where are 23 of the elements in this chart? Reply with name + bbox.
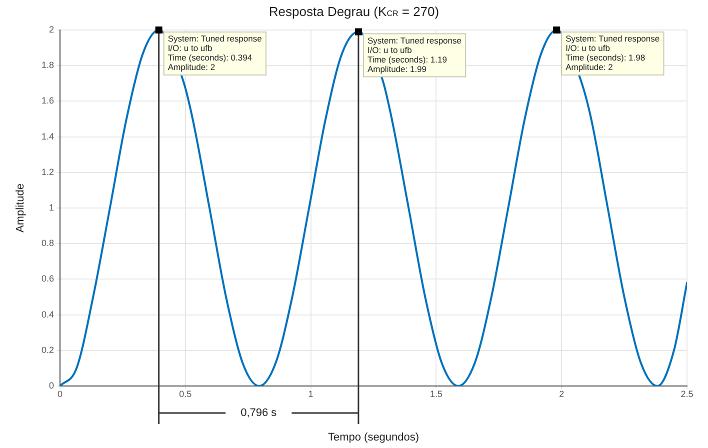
- y-tick-label: 0.8: [41, 238, 54, 248]
- y-axis-title: Amplitude: [14, 184, 27, 232]
- x-tick-label: 2.5: [680, 388, 694, 399]
- x-tick-label: 0: [57, 388, 63, 399]
- annotation: System: Tuned response I/O: u to ufb Time (seconds): 1.98 Amplitude: 2: [566, 34, 660, 72]
- y-tick-label: 0.2: [41, 344, 54, 355]
- y-tick-label: 1.2: [41, 166, 54, 177]
- y-tick-label: 1.6: [41, 96, 54, 106]
- x-tick-label: 1.5: [430, 388, 442, 399]
- y-tick-label: 0.4: [41, 309, 54, 320]
- y-tick-label: 1.8: [41, 60, 54, 70]
- text: 0,796 s: [240, 407, 278, 420]
- y-tick-label: 0: [48, 380, 54, 390]
- y-tick-label: 1: [48, 202, 54, 212]
- annotation: System: Tuned response I/O: u to ufb Time (seconds): 0.394 Amplitude: 2: [168, 34, 262, 72]
- annotation: System: Tuned response I/O: u to ufb Time (seconds): 1.19 Amplitude: 1.99: [367, 35, 462, 74]
- x-axis-title: Tempo (segundos): [328, 431, 420, 444]
- y-tick-label: 1.4: [41, 131, 54, 142]
- y-tick-label: 0.6: [41, 274, 54, 284]
- x-tick-label: 0.5: [179, 388, 192, 399]
- x-tick-label: 1: [308, 388, 314, 399]
- x-tick-label: 2: [559, 388, 564, 399]
- y-tick-label: 2: [48, 24, 54, 34]
